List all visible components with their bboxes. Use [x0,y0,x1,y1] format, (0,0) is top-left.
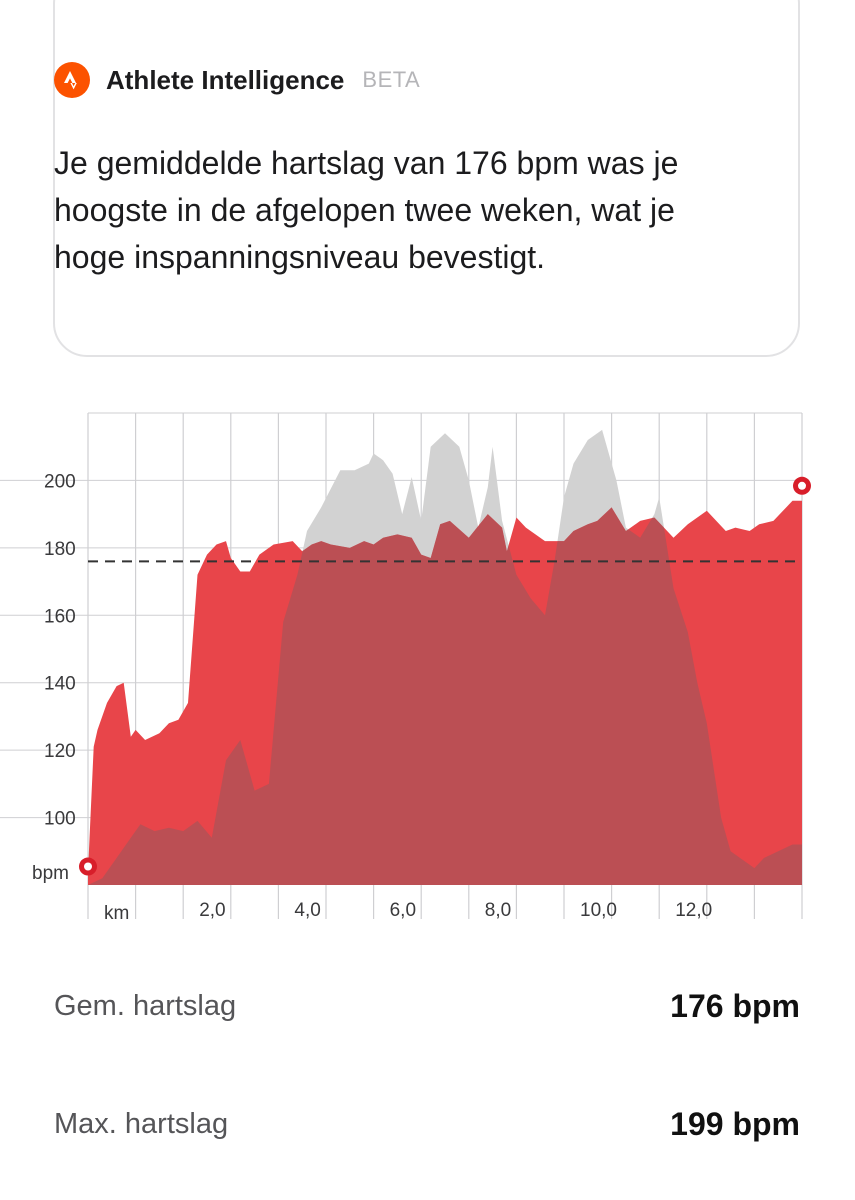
max-heart-rate-value: 199 bpm [670,1106,800,1142]
heart-rate-chart[interactable]: 100 120 140 160 180 200 bpm km 2,0 4,0 6,0 8,0 10,0 1… [0,395,855,935]
chart-labels: 100 120 140 160 180 200 bpm km 2,0 4,0 6,0 8,0 10,0 1… [32,471,712,924]
y-tick-label: 200 [44,471,76,492]
x-tick-label: 10,0 [580,900,617,921]
avg-heart-rate-label: Gem. hartslag [54,990,237,1022]
avg-heart-rate-value: 176 bpm [670,988,800,1024]
y-tick-label: 100 [44,809,76,830]
x-tick-label: 6,0 [390,900,416,921]
y-tick-label: 180 [44,539,76,560]
start-marker-center [84,862,92,871]
y-tick-label: 160 [44,606,76,627]
athlete-intelligence-card [53,0,800,357]
elevation-overlap-area [88,500,802,885]
x-unit-label: km [104,903,129,924]
ai-card-title: Athlete Intelligence [106,64,345,95]
x-tick-label: 4,0 [294,900,320,921]
y-tick-label: 120 [44,741,76,762]
ai-insight-message: Je gemiddelde hartslag van 176 bpm was j… [54,145,679,275]
x-tick-label: 2,0 [199,900,225,921]
ai-card-header: Athlete Intelligence BETA [54,62,420,98]
max-heart-rate-label: Max. hartslag [54,1108,229,1140]
y-tick-label: 140 [44,674,76,695]
end-marker-center [798,481,806,490]
chart-areas [88,429,802,885]
chart-overlay [79,476,811,876]
x-tick-label: 8,0 [485,900,511,921]
x-tick-label: 12,0 [675,900,712,921]
y-unit-label: bpm [32,863,69,884]
beta-badge: BETA [362,67,421,92]
strava-logo-icon [54,62,90,98]
